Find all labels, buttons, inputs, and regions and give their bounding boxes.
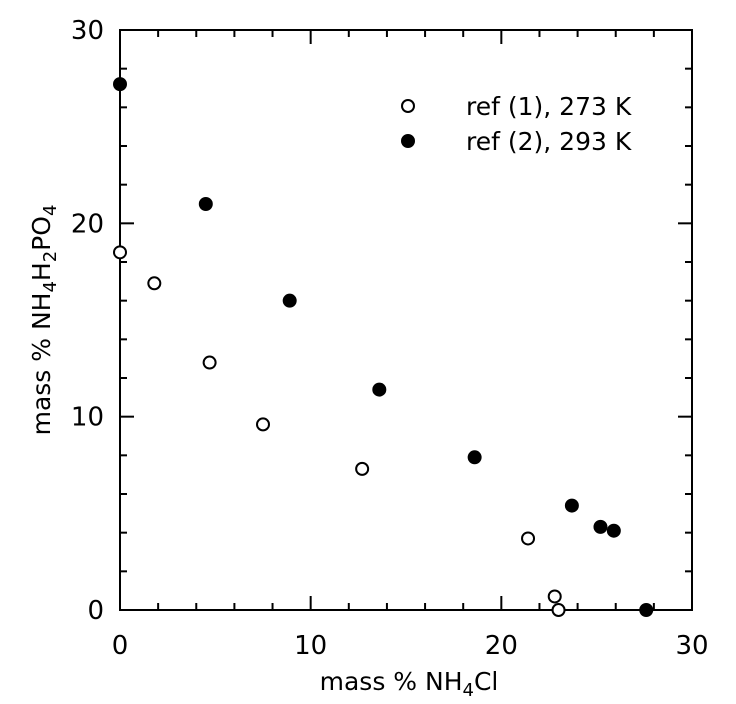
data-point-ref1 <box>256 417 270 432</box>
data-point-ref1 <box>202 355 217 370</box>
data-point-ref2 <box>606 523 621 538</box>
legend-item-ref2: ref (2), 293 K <box>401 127 632 156</box>
legend-marker-ref2 <box>401 134 415 148</box>
data-point-ref2 <box>564 498 579 513</box>
data-point-ref1 <box>147 276 162 291</box>
data-point-ref2 <box>282 293 297 308</box>
x-tick-label: 20 <box>485 631 518 661</box>
legend-label-ref1: ref (1), 273 K <box>466 92 632 121</box>
x-tick-label: 10 <box>294 631 327 661</box>
data-point-ref2 <box>113 77 127 92</box>
y-tick-label: 0 <box>87 596 104 626</box>
legend-label-ref2: ref (2), 293 K <box>466 127 632 156</box>
y-tick-label: 30 <box>71 16 104 46</box>
legend-item-ref1: ref (1), 273 K <box>401 92 632 121</box>
y-tick-label: 10 <box>71 403 104 433</box>
data-point-ref1 <box>547 589 562 604</box>
data-point-ref1 <box>551 603 566 617</box>
data-point-ref2 <box>639 603 654 617</box>
data-point-ref1 <box>113 245 127 260</box>
x-axis-title: mass % NH4Cl <box>320 667 499 701</box>
data-point-ref2 <box>593 519 608 534</box>
axis-ticks <box>119 29 693 611</box>
x-tick-label: 30 <box>675 631 708 661</box>
data-point-ref2 <box>467 450 482 465</box>
data-markers <box>113 77 654 617</box>
data-point-ref2 <box>198 197 213 211</box>
data-point-ref2 <box>372 382 387 397</box>
legend-marker-ref1 <box>401 99 415 113</box>
y-tick-label: 20 <box>71 209 104 239</box>
legend: ref (1), 273 K ref (2), 293 K <box>401 92 632 156</box>
data-point-ref1 <box>355 461 370 476</box>
x-tick-label: 0 <box>112 631 129 661</box>
y-axis-title: mass % NH4H2PO4 <box>27 205 61 436</box>
tick-labels: 0 10 20 30 0 10 20 30 <box>71 16 709 661</box>
data-point-ref1 <box>521 531 536 546</box>
plot-frame <box>119 29 693 611</box>
